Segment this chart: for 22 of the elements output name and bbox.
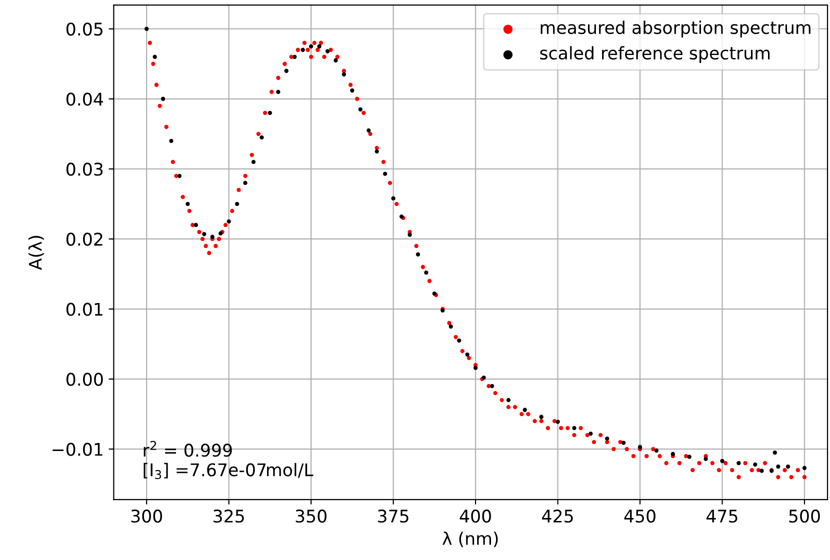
- legend-label: measured absorption spectrum: [540, 20, 810, 38]
- y-tick-label: 0.04: [66, 92, 104, 106]
- x-tick-label: 325: [214, 510, 244, 523]
- x-tick-label: 350: [296, 510, 326, 523]
- x-axis-title: λ (nm): [442, 532, 498, 548]
- x-tick-label: 375: [378, 510, 408, 523]
- annotation: [I$_{3}$] =7.67e-07mol/L: [144, 462, 314, 480]
- y-tick-label: 0.00: [66, 372, 103, 386]
- x-tick-label: 425: [542, 510, 573, 523]
- x-tick-label: 300: [131, 510, 162, 523]
- x-tick-label: 475: [706, 510, 738, 523]
- y-axis-title: A(λ): [28, 236, 44, 270]
- y-tick-label: 0.02: [66, 232, 102, 246]
- annotation: r$^{2}$ = 0.999: [144, 440, 232, 457]
- y-tick-label: 0.05: [66, 22, 102, 36]
- legend-label: scaled reference spectrum: [540, 46, 770, 63]
- y-tick-label: 0.03: [66, 162, 103, 176]
- y-tick-label: −0.01: [52, 442, 102, 456]
- x-tick-label: 500: [789, 510, 820, 523]
- y-tick-label: 0.01: [66, 302, 102, 316]
- x-tick-label: 400: [460, 510, 491, 523]
- x-tick-label: 450: [624, 510, 656, 523]
